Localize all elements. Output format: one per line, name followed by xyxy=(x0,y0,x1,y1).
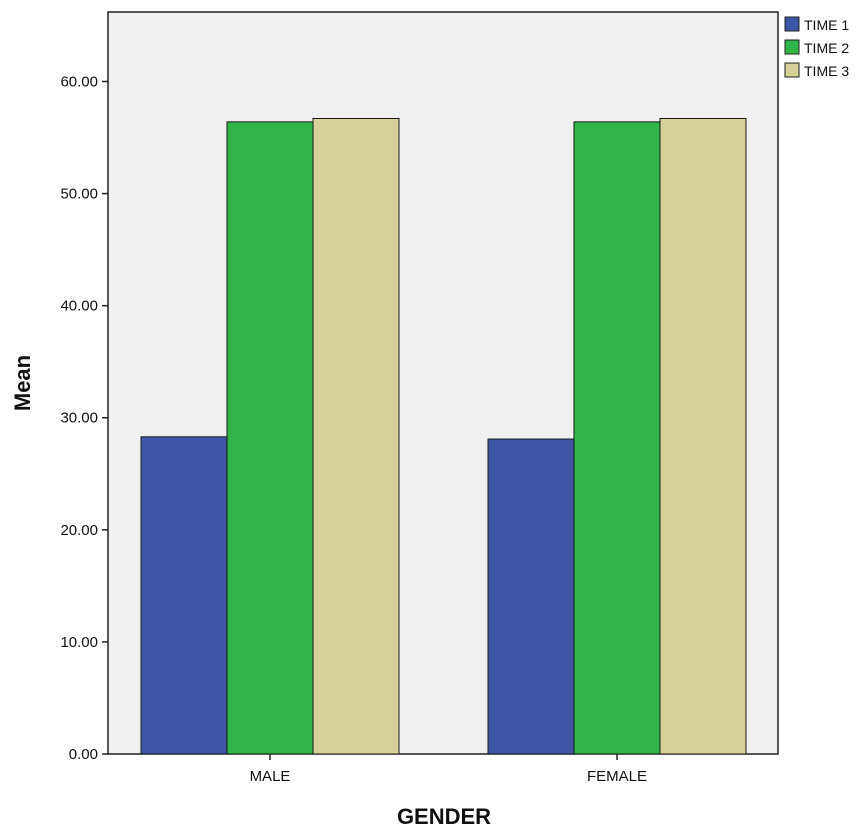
y-tick-label: 40.00 xyxy=(60,298,98,315)
legend-swatch-time-2 xyxy=(784,39,800,55)
bar-female-time-2 xyxy=(573,121,661,755)
legend-label-time-3: TIME 3 xyxy=(804,63,849,79)
x-axis: MALE FEMALE xyxy=(250,754,647,785)
legend-swatch-time-1 xyxy=(784,16,800,32)
legend: TIME 1 TIME 2 TIME 3 xyxy=(784,16,849,79)
x-tick-label: FEMALE xyxy=(587,768,647,785)
bar-female-time-1 xyxy=(487,438,575,755)
y-tick-label: 20.00 xyxy=(60,522,98,539)
bar-female-time-3 xyxy=(659,117,747,755)
x-tick-label: MALE xyxy=(250,768,291,785)
bar-male-time-1 xyxy=(140,436,228,755)
bar-male-time-2 xyxy=(226,121,314,755)
bars-layer xyxy=(140,117,747,755)
y-tick-label: 30.00 xyxy=(60,410,98,427)
legend-swatch-time-3 xyxy=(784,62,800,78)
x-axis-title: GENDER xyxy=(397,804,491,827)
bar-male-time-3 xyxy=(312,117,400,755)
legend-label-time-2: TIME 2 xyxy=(804,40,849,56)
y-tick-label: 0.00 xyxy=(69,746,98,763)
legend-label-time-1: TIME 1 xyxy=(804,17,849,33)
y-tick-label: 60.00 xyxy=(60,73,98,90)
y-axis: 0.00 10.00 20.00 30.00 40.00 50.00 60.00 xyxy=(60,73,108,763)
y-axis-title: Mean xyxy=(10,355,35,411)
y-tick-label: 50.00 xyxy=(60,186,98,203)
y-tick-label: 10.00 xyxy=(60,634,98,651)
